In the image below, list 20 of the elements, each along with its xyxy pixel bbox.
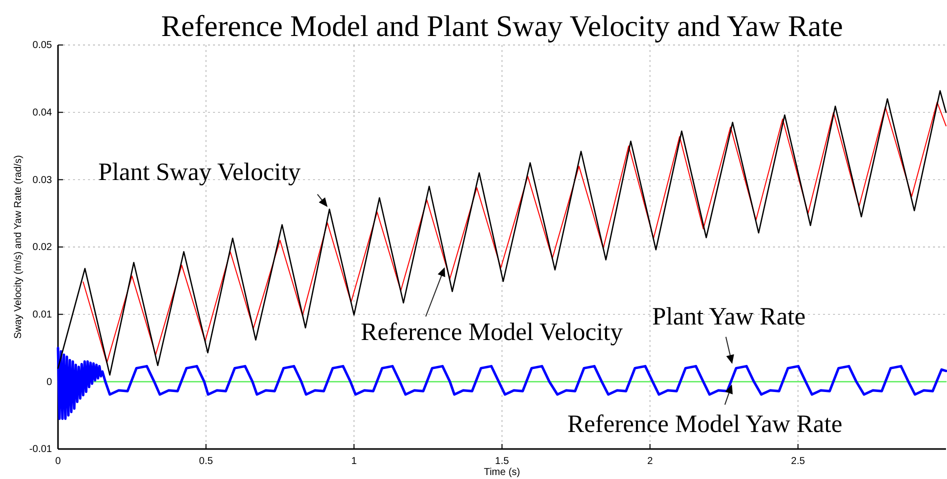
annotation: Reference Model Yaw Rate [567, 411, 842, 438]
x-tick-label: 0.5 [199, 456, 214, 468]
chart-title: Reference Model and Plant Sway Velocity and Yaw Rate [161, 10, 843, 43]
y-tick-label: 0.05 [32, 40, 52, 52]
y-tick-label: 0.03 [32, 174, 52, 186]
annotation: Plant Sway Velocity [98, 158, 302, 186]
y-tick-label: 0 [46, 376, 52, 388]
x-tick-label: 1 [351, 456, 358, 468]
y-tick-label: 0.01 [32, 310, 52, 321]
x-tick-label: 2 [647, 456, 654, 468]
x-tick-label: 2.5 [791, 456, 806, 468]
y-axis-title: Sway Velocity (m/s) and Yaw Rate (rad/s) [13, 155, 24, 339]
x-tick-label: 1.5 [495, 456, 510, 468]
x-tick-label: 0 [55, 456, 62, 468]
y-tick-label: 0.04 [32, 108, 52, 119]
annotation: Plant Yaw Rate [652, 303, 806, 330]
x-axis-title: Time (s) [484, 467, 520, 478]
y-tick-label: -0.01 [29, 444, 52, 456]
annotation: Reference Model Velocity [360, 319, 624, 346]
y-tick-label: 0.02 [32, 242, 52, 254]
